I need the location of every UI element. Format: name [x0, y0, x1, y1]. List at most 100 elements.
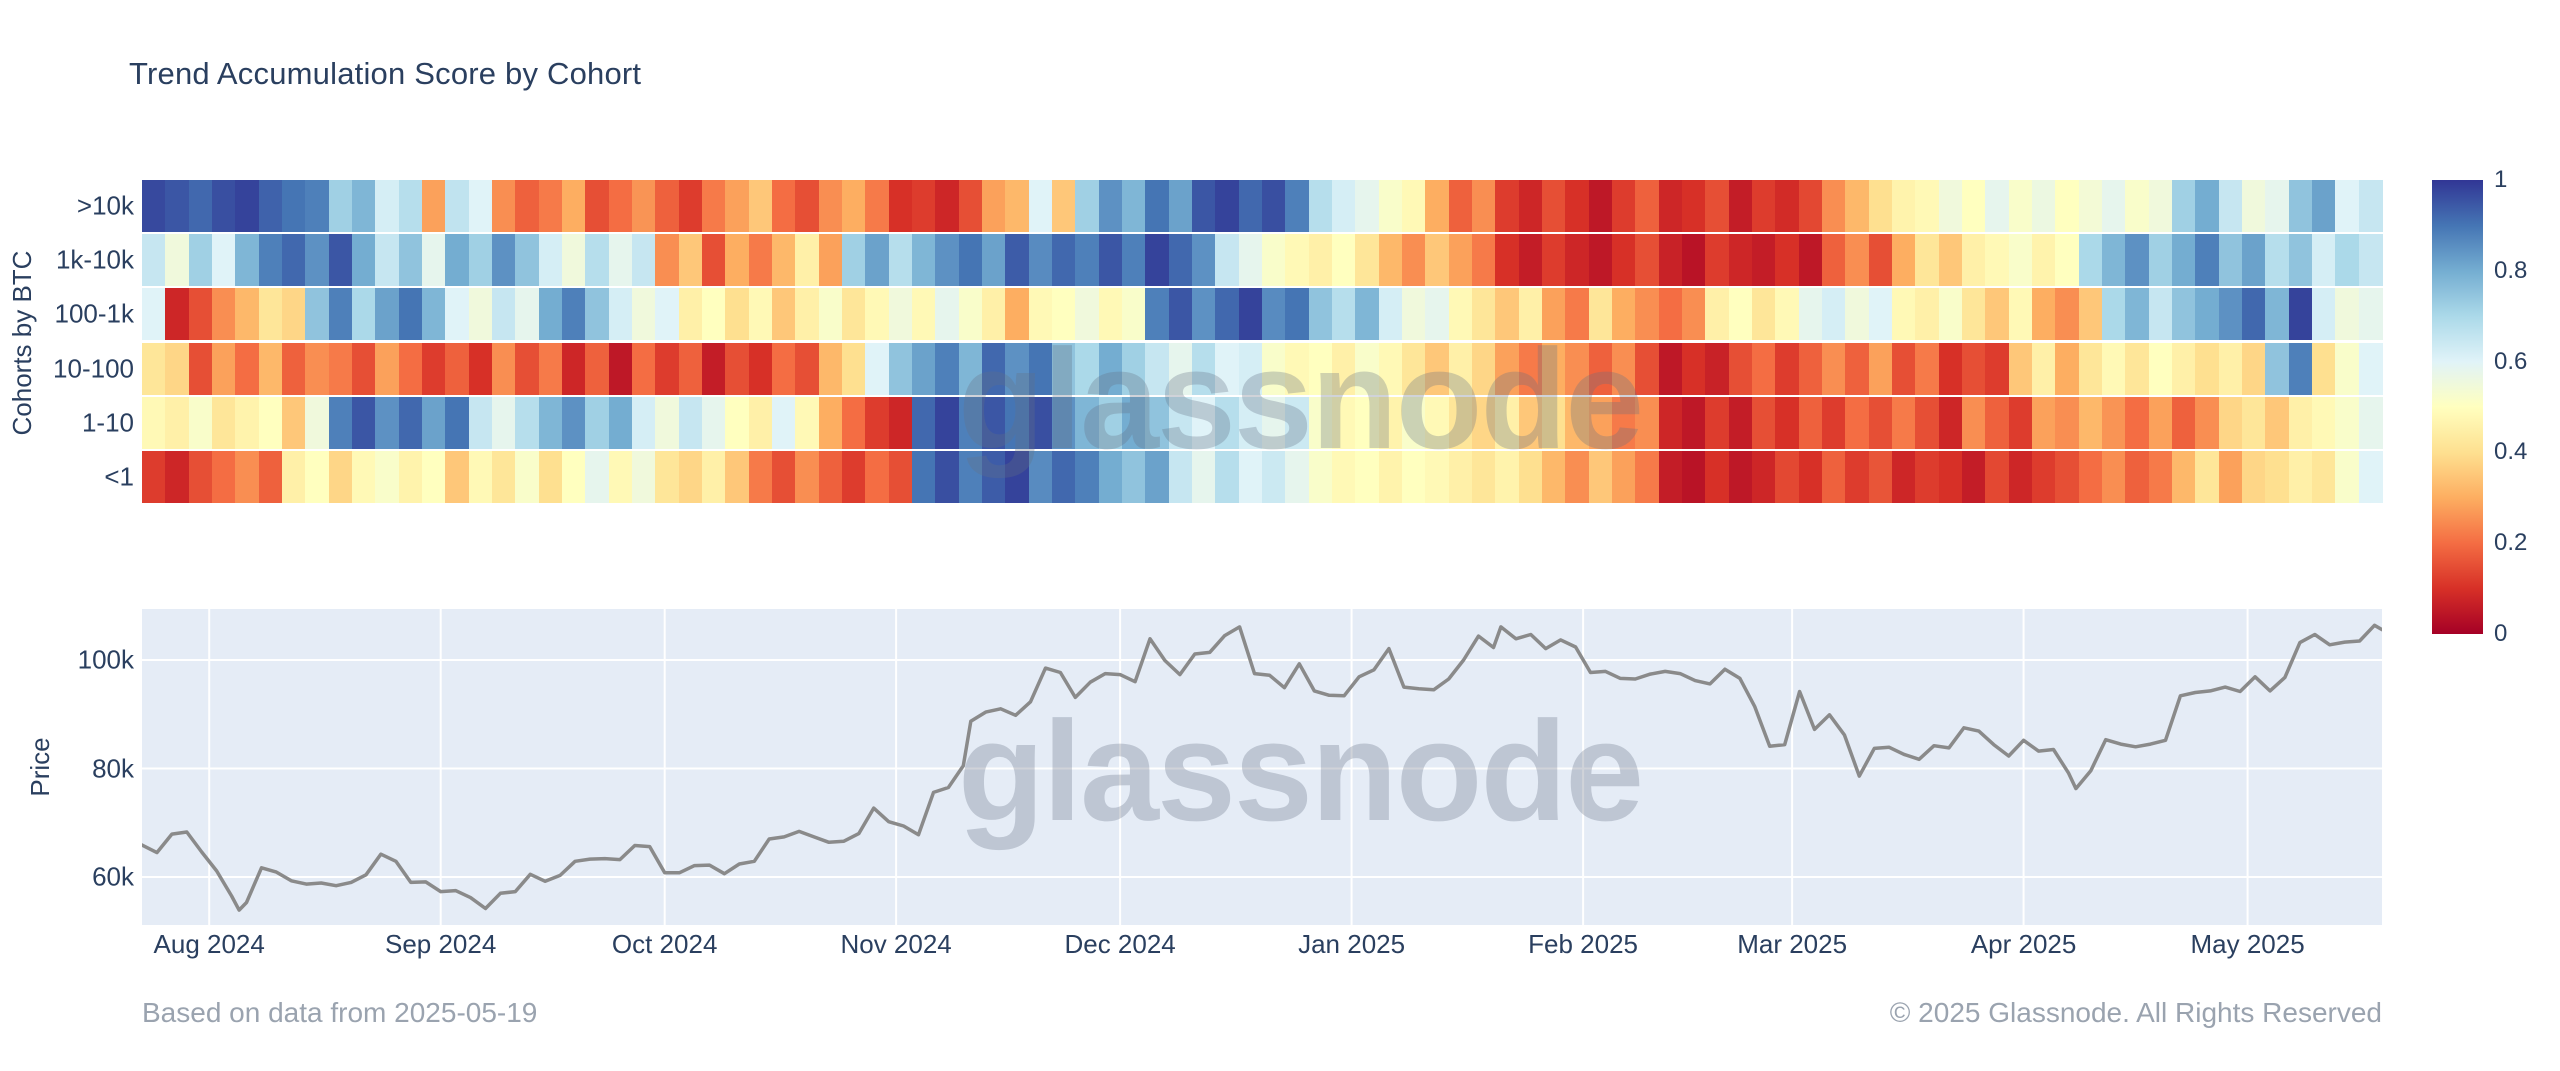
heatmap-cell[interactable]: [492, 288, 517, 341]
heatmap-cell[interactable]: [1052, 234, 1077, 287]
heatmap-cell[interactable]: [2032, 180, 2057, 233]
heatmap-cell[interactable]: [352, 234, 377, 287]
heatmap-cell[interactable]: [2265, 450, 2290, 503]
heatmap-cell[interactable]: [1378, 450, 1403, 503]
heatmap-cell[interactable]: [1028, 288, 1053, 341]
heatmap-cell[interactable]: [1332, 288, 1357, 341]
heatmap-cell[interactable]: [1542, 234, 1567, 287]
heatmap-cell[interactable]: [1915, 288, 1940, 341]
heatmap-cell[interactable]: [1542, 288, 1567, 341]
heatmap-cell[interactable]: [1192, 288, 1217, 341]
heatmap-cell[interactable]: [842, 180, 867, 233]
heatmap-cell[interactable]: [328, 234, 353, 287]
heatmap-cell[interactable]: [1682, 234, 1707, 287]
heatmap-cell[interactable]: [1658, 234, 1683, 287]
heatmap-cell[interactable]: [1075, 180, 1100, 233]
heatmap-cell[interactable]: [1168, 396, 1193, 449]
heatmap-cell[interactable]: [1145, 180, 1170, 233]
heatmap-cell[interactable]: [165, 342, 190, 395]
heatmap-cell[interactable]: [1635, 288, 1660, 341]
heatmap-cell[interactable]: [632, 396, 657, 449]
heatmap-cell[interactable]: [2172, 450, 2197, 503]
heatmap-cell[interactable]: [1798, 288, 1823, 341]
heatmap-cell[interactable]: [1495, 342, 1520, 395]
heatmap-cell[interactable]: [2125, 234, 2150, 287]
heatmap-cell[interactable]: [865, 396, 890, 449]
heatmap-cell[interactable]: [2218, 288, 2243, 341]
heatmap-cell[interactable]: [258, 180, 283, 233]
heatmap-cell[interactable]: [1145, 234, 1170, 287]
heatmap-cell[interactable]: [2078, 288, 2103, 341]
heatmap-cell[interactable]: [935, 342, 960, 395]
heatmap-cell[interactable]: [212, 288, 237, 341]
heatmap-cell[interactable]: [2078, 180, 2103, 233]
heatmap-cell[interactable]: [818, 450, 843, 503]
heatmap-cell[interactable]: [1425, 234, 1450, 287]
heatmap-cell[interactable]: [165, 450, 190, 503]
heatmap-cell[interactable]: [1518, 342, 1543, 395]
heatmap-cell[interactable]: [1472, 180, 1497, 233]
heatmap-cell[interactable]: [1308, 342, 1333, 395]
heatmap-cell[interactable]: [678, 288, 703, 341]
heatmap-cell[interactable]: [818, 288, 843, 341]
heatmap-cell[interactable]: [468, 288, 493, 341]
heatmap-cell[interactable]: [1705, 396, 1730, 449]
heatmap-cell[interactable]: [1612, 288, 1637, 341]
heatmap-cell[interactable]: [1752, 288, 1777, 341]
heatmap-cell[interactable]: [2242, 342, 2267, 395]
heatmap-cell[interactable]: [2195, 180, 2220, 233]
heatmap-cell[interactable]: [1238, 396, 1263, 449]
heatmap-cell[interactable]: [2148, 234, 2173, 287]
heatmap-cell[interactable]: [1938, 342, 1963, 395]
heatmap-cell[interactable]: [935, 288, 960, 341]
heatmap-cell[interactable]: [842, 396, 867, 449]
heatmap-cell[interactable]: [912, 396, 937, 449]
heatmap-cell[interactable]: [468, 450, 493, 503]
heatmap-cell[interactable]: [235, 342, 260, 395]
heatmap-cell[interactable]: [422, 396, 447, 449]
heatmap-cell[interactable]: [1822, 180, 1847, 233]
heatmap-cell[interactable]: [912, 450, 937, 503]
heatmap-cell[interactable]: [538, 450, 563, 503]
heatmap-cell[interactable]: [1122, 234, 1147, 287]
heatmap-cell[interactable]: [445, 396, 470, 449]
heatmap-cell[interactable]: [352, 396, 377, 449]
heatmap-cell[interactable]: [1915, 342, 1940, 395]
heatmap-cell[interactable]: [1402, 288, 1427, 341]
heatmap-cell[interactable]: [188, 288, 213, 341]
heatmap-cell[interactable]: [212, 234, 237, 287]
heatmap-cell[interactable]: [352, 180, 377, 233]
heatmap-cell[interactable]: [375, 342, 400, 395]
heatmap-cell[interactable]: [2288, 180, 2313, 233]
heatmap-cell[interactable]: [725, 180, 750, 233]
heatmap-cell[interactable]: [1122, 396, 1147, 449]
heatmap-cell[interactable]: [1822, 342, 1847, 395]
heatmap-cell[interactable]: [1472, 396, 1497, 449]
heatmap-cell[interactable]: [1962, 234, 1987, 287]
heatmap-cell[interactable]: [865, 288, 890, 341]
heatmap-cell[interactable]: [398, 288, 423, 341]
heatmap-cell[interactable]: [795, 180, 820, 233]
heatmap-cell[interactable]: [678, 450, 703, 503]
heatmap-cell[interactable]: [282, 180, 307, 233]
heatmap-cell[interactable]: [538, 234, 563, 287]
heatmap-cell[interactable]: [1868, 180, 1893, 233]
heatmap-cell[interactable]: [1962, 288, 1987, 341]
heatmap-cell[interactable]: [2032, 234, 2057, 287]
heatmap-cell[interactable]: [1005, 342, 1030, 395]
heatmap-cell[interactable]: [305, 342, 330, 395]
heatmap-cell[interactable]: [2055, 288, 2080, 341]
heatmap-cell[interactable]: [1192, 396, 1217, 449]
heatmap-cell[interactable]: [188, 180, 213, 233]
heatmap-cell[interactable]: [1635, 396, 1660, 449]
heatmap-cell[interactable]: [165, 180, 190, 233]
heatmap-cell[interactable]: [1425, 396, 1450, 449]
heatmap-cell[interactable]: [258, 288, 283, 341]
heatmap-cell[interactable]: [1728, 396, 1753, 449]
heatmap-cell[interactable]: [1705, 288, 1730, 341]
heatmap-cell[interactable]: [1705, 180, 1730, 233]
heatmap-cell[interactable]: [1285, 288, 1310, 341]
heatmap-cell[interactable]: [562, 234, 587, 287]
heatmap-cell[interactable]: [1728, 180, 1753, 233]
heatmap-cell[interactable]: [165, 234, 190, 287]
